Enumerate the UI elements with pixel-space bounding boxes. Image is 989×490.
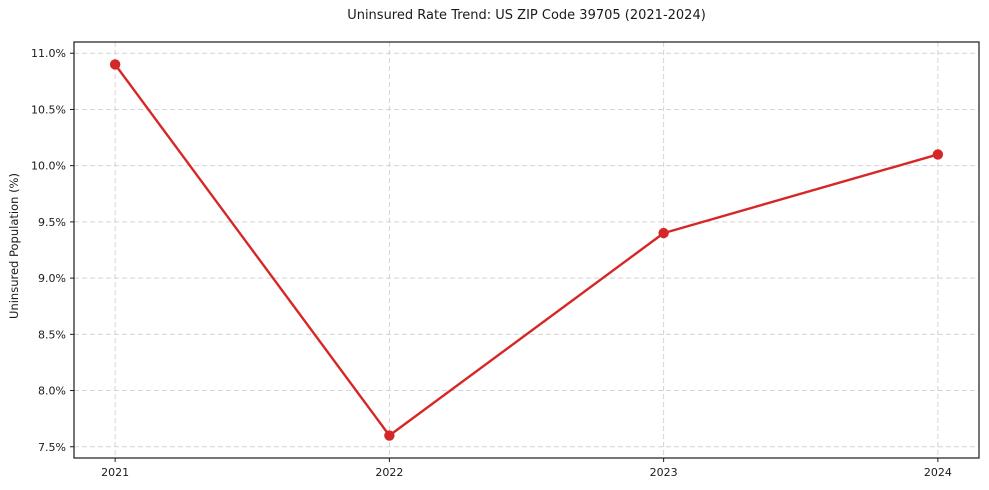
x-tick-label: 2024 [924, 466, 952, 479]
y-tick-label: 9.5% [38, 216, 66, 229]
data-point [658, 227, 669, 239]
y-tick-label: 7.5% [38, 441, 66, 454]
y-tick-label: 10.5% [31, 103, 66, 116]
y-tick-label: 8.0% [38, 385, 66, 398]
x-tick-label: 2022 [375, 466, 403, 479]
y-tick-label: 8.5% [38, 328, 66, 341]
x-tick-label: 2021 [101, 466, 129, 479]
trend-line [113, 63, 940, 437]
data-point [109, 59, 121, 70]
axis-tick-labels: 7.5% 8.0% 8.5% 9.0% 9.5% 10.0% 10.5% 11.0% 2021 2… [31, 47, 952, 479]
data-point [384, 430, 395, 441]
y-tick-label: 9.0% [38, 272, 66, 285]
y-tick-label: 11.0% [31, 47, 66, 60]
trend-line-series [109, 59, 944, 441]
y-tick-label: 10.0% [31, 160, 66, 173]
chart-title: Uninsured Rate Trend: US ZIP Code 39705 … [347, 8, 706, 23]
gridlines [74, 42, 979, 458]
x-tick-label: 2023 [650, 466, 678, 479]
data-point [932, 149, 944, 160]
axis-ticks [70, 52, 939, 462]
plot-border [73, 41, 980, 459]
